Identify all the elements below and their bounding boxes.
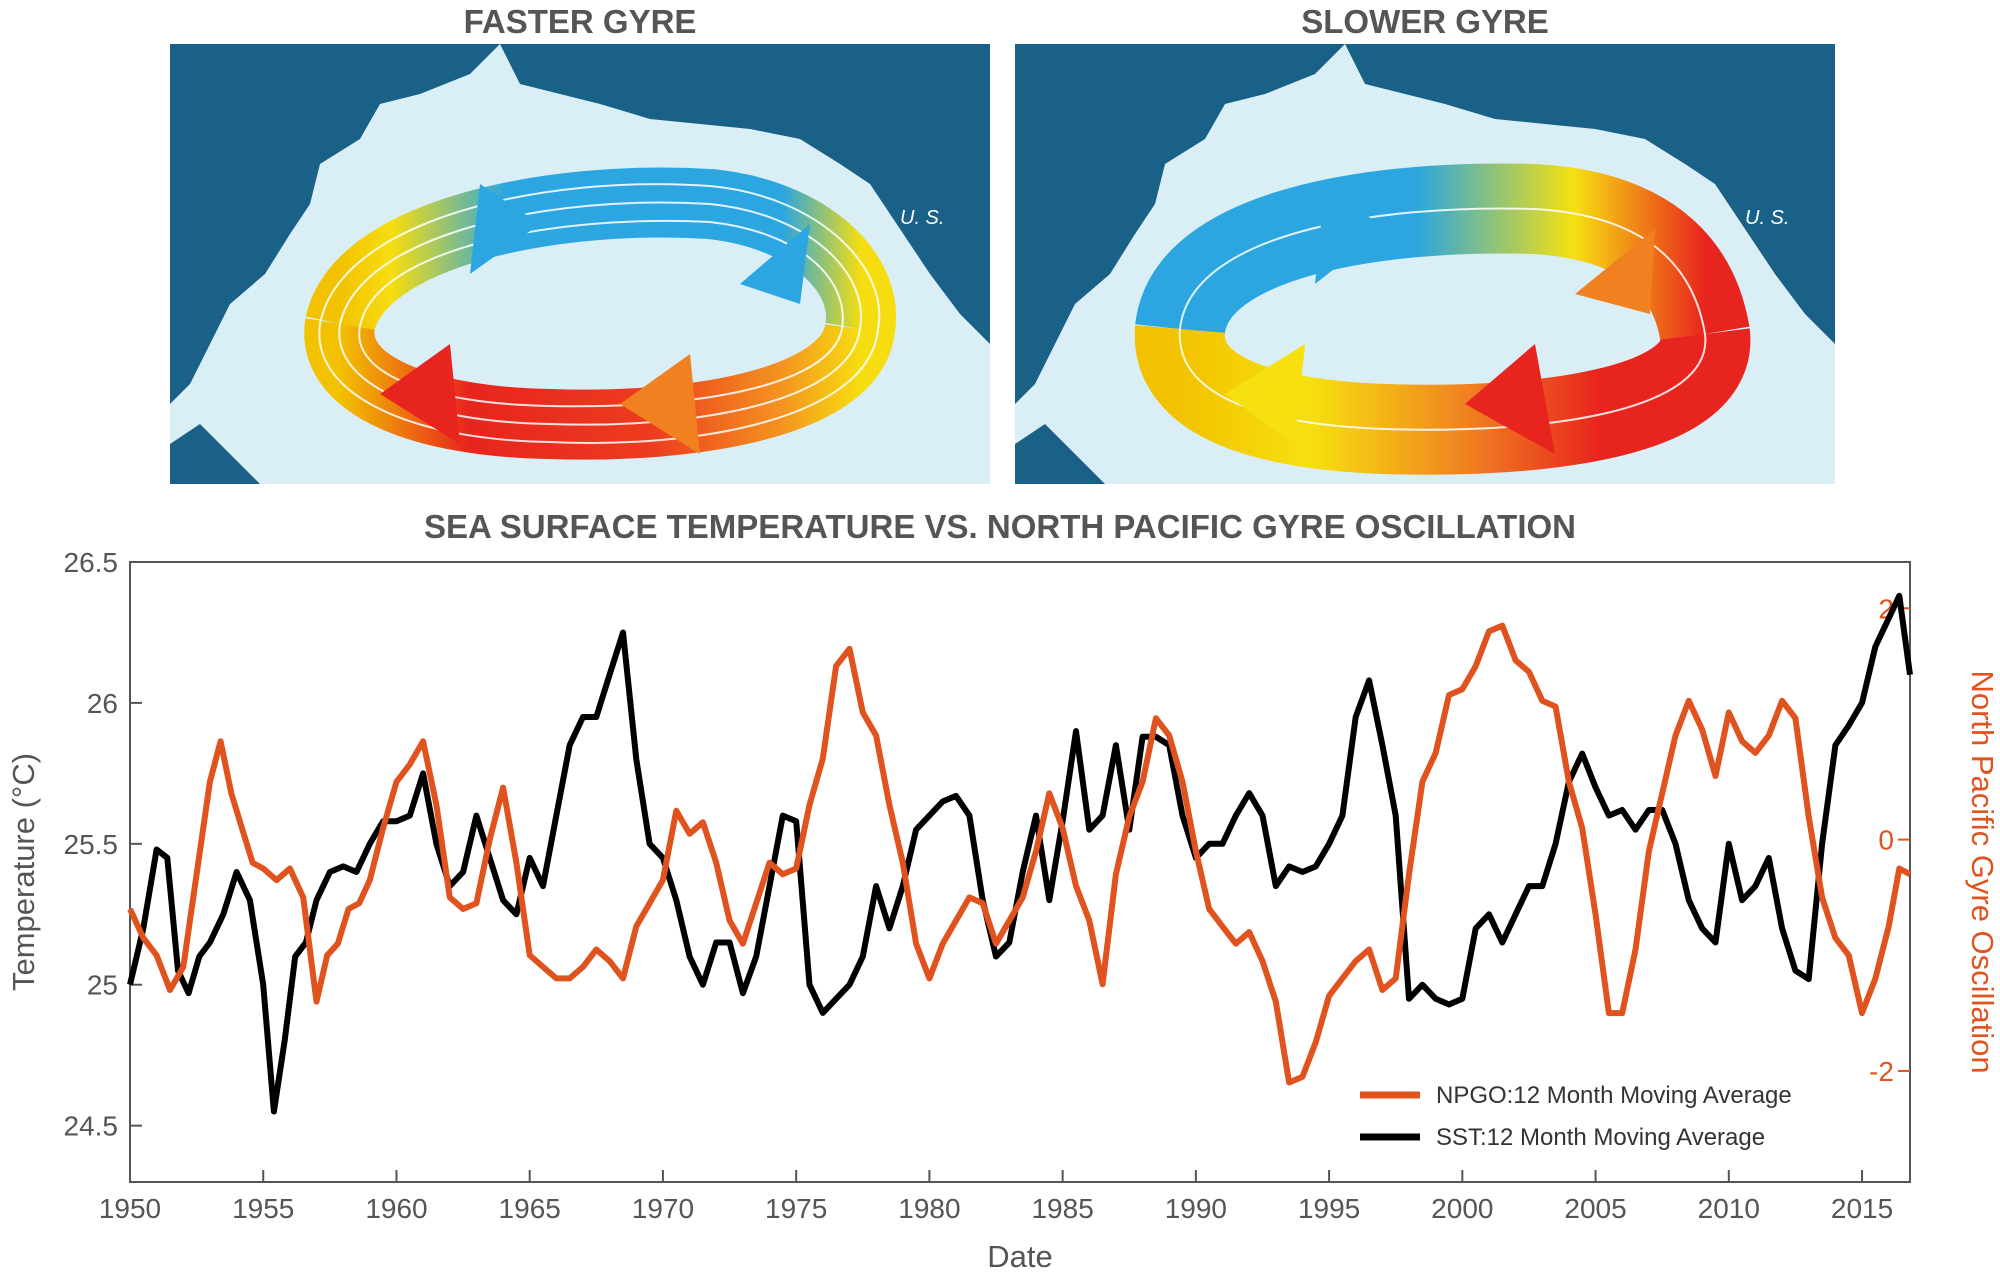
asia-south-land [1015,424,1105,484]
x-tick-label: 1985 [1031,1193,1093,1224]
y-axis-right-label: North Pacific Gyre Oscillation [1965,670,2000,1073]
x-tick-label: 1980 [898,1193,960,1224]
alaska-land [500,44,990,344]
y-axis-right: -202 [1869,593,1910,1087]
legend: NPGO:12 Month Moving Average SST:12 Mont… [1360,1082,1792,1151]
npgo-series-line [127,622,1912,1086]
faster-gyre-title: FASTER GYRE [463,3,697,40]
x-tick-label: 1955 [232,1193,294,1224]
x-tick-label: 1965 [499,1193,561,1224]
y-right-tick-label: 0 [1878,825,1894,856]
x-tick-label: 1995 [1298,1193,1360,1224]
asia-coast [170,44,500,404]
y-axis-label: Temperature (°C) [6,753,41,991]
legend-sst-label: SST:12 Month Moving Average [1436,1124,1765,1151]
y-tick-label: 24.5 [64,1111,119,1142]
us-map-label: U. S. [1745,207,1789,229]
asia-south-land [170,424,260,484]
sst-npgo-chart: SEA SURFACE TEMPERATURE VS. NORTH PACIFI… [6,508,2000,1274]
x-tick-label: 2000 [1431,1193,1493,1224]
y-tick-label: 25.5 [64,829,119,860]
x-tick-label: 1960 [365,1193,427,1224]
slower-gyre-arrows [1134,163,1751,475]
x-tick-label: 2010 [1698,1193,1760,1224]
faster-gyre-map: U. S. [170,44,990,484]
y-tick-label: 26.5 [64,547,119,578]
slower-gyre-map: U. S. [1015,44,1835,484]
x-tick-label: 1970 [632,1193,694,1224]
x-tick-label: 2005 [1564,1193,1626,1224]
x-axis-label: Date [987,1239,1052,1274]
x-tick-label: 1950 [99,1193,161,1224]
x-tick-label: 1990 [1165,1193,1227,1224]
chart-title: SEA SURFACE TEMPERATURE VS. NORTH PACIFI… [424,508,1576,545]
asia-coast [1015,44,1345,404]
y-axis-left: 24.5 25 25.5 26 26.5 [64,547,142,1142]
y-right-tick-label: -2 [1869,1056,1894,1087]
sst-series-line [127,592,1913,1115]
faster-gyre-arrows [304,167,897,460]
us-map-label: U. S. [900,207,944,229]
x-axis: 1950 1955 1960 1965 1970 1975 1980 1985 1990 1995… [99,1170,1893,1224]
y-tick-label: 25 [87,970,118,1001]
legend-npgo-label: NPGO:12 Month Moving Average [1436,1082,1792,1109]
alaska-land [1345,44,1835,344]
x-tick-label: 1975 [765,1193,827,1224]
plot-area [127,592,1913,1115]
slower-gyre-title: SLOWER GYRE [1301,3,1549,40]
y-tick-label: 26 [87,688,118,719]
x-tick-label: 2015 [1831,1193,1893,1224]
